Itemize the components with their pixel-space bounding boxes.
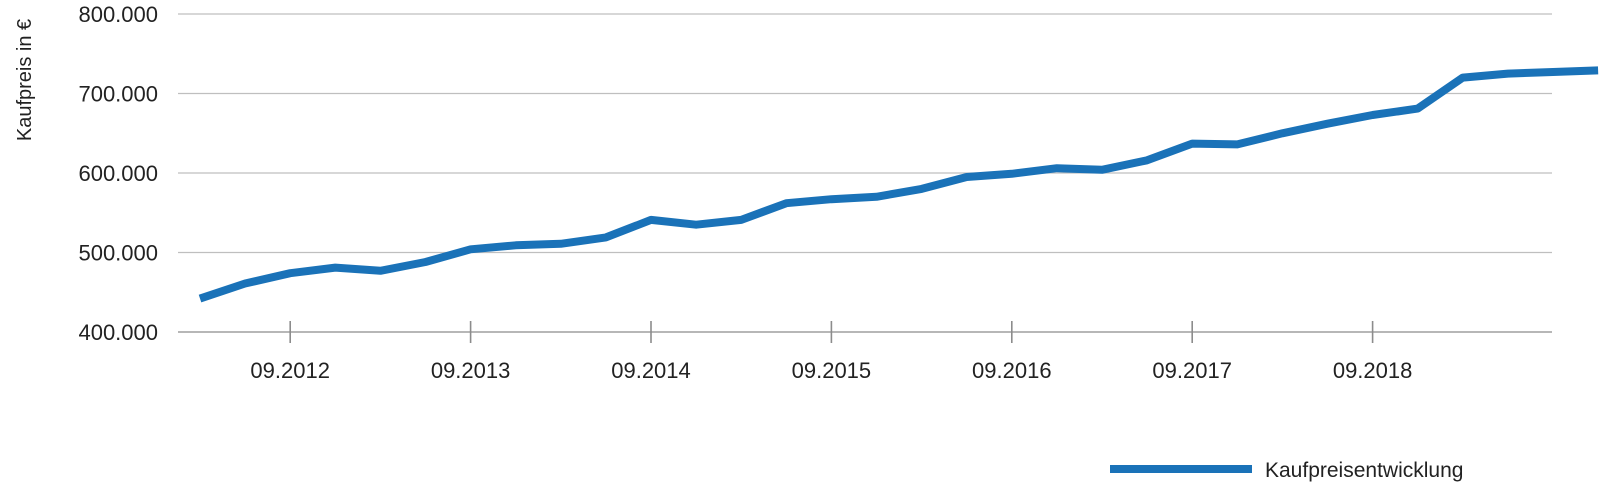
y-axis: 400.000 500.000 600.000 700.000 800.000 — [78, 2, 158, 345]
legend-label: Kaufpreisentwicklung — [1265, 459, 1463, 482]
x-tick-label: 09.2017 — [1152, 358, 1232, 383]
x-axis — [289, 321, 1374, 343]
x-tick-label: 09.2012 — [250, 358, 330, 383]
y-axis-title: Kaufpreis in € — [14, 19, 36, 141]
x-tick-labels: 09.2012 09.2013 09.2014 09.2015 09.2016 09.20… — [250, 358, 1412, 383]
y-tick-label: 800.000 — [78, 2, 158, 27]
y-tick-label: 400.000 — [78, 320, 158, 345]
gridlines — [178, 13, 1552, 333]
y-tick-label: 700.000 — [78, 82, 158, 107]
y-tick-label: 500.000 — [78, 241, 158, 266]
x-tick-label: 09.2018 — [1333, 358, 1413, 383]
series — [198, 66, 1599, 303]
x-tick-label: 09.2015 — [792, 358, 872, 383]
y-tick-label: 600.000 — [78, 161, 158, 186]
x-tick-label: 09.2014 — [611, 358, 691, 383]
x-tick-label: 09.2013 — [431, 358, 511, 383]
legend: Kaufpreisentwicklung — [1110, 459, 1463, 482]
x-tick-label: 09.2016 — [972, 358, 1052, 383]
series-line-kaufpreisentwicklung — [198, 66, 1599, 303]
